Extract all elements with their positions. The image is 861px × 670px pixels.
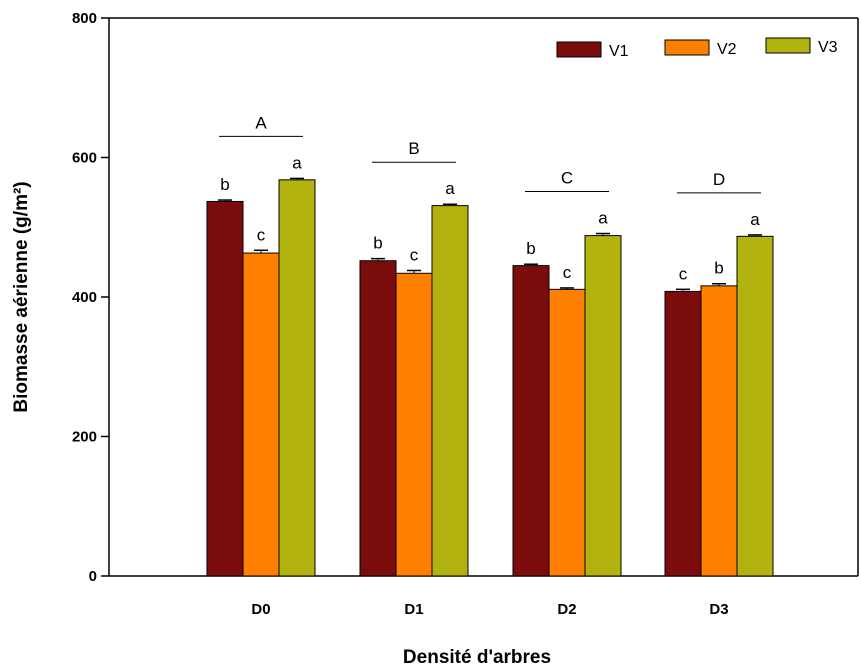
bar [431,205,469,577]
legend-swatch [556,41,602,58]
bar [395,272,433,577]
legend-label: V2 [717,41,737,58]
bar [548,288,586,577]
significance-letter: c [563,263,572,282]
bar [359,260,397,577]
significance-letter: c [679,264,688,283]
significance-letter: b [220,175,229,194]
y-tick-label: 0 [89,568,97,585]
legend-label: V1 [609,43,629,60]
legend-swatch [765,37,811,54]
legend: V1 V2 V3 [556,37,838,60]
x-tick-label: D2 [557,601,576,618]
bar [736,235,774,577]
y-tick-label: 400 [72,289,97,306]
significance-letter: a [598,209,608,228]
y-tick-label: 200 [72,429,97,446]
significance-letter: c [257,225,266,244]
bars [206,177,774,577]
significance-letter: c [410,245,419,264]
group-letter: C [561,169,573,188]
bar [584,235,622,577]
bar [242,252,280,577]
group-letter: D [713,170,725,189]
group-letter: B [408,139,419,158]
bar [664,290,702,577]
significance-letter: a [445,179,455,198]
significance-letter: b [373,234,382,253]
y-tick-label: 600 [72,150,97,167]
x-tick-label: D0 [251,601,270,618]
x-axis-title: Densité d'arbres [403,647,551,668]
annotations: b c a Ab c a Bb c a Cc b a D [219,113,761,283]
bar [700,285,738,577]
significance-letter: a [292,153,302,172]
y-tick-label: 800 [72,10,97,27]
x-tick-label: D1 [404,601,423,618]
bar [278,179,316,577]
group-letter: A [255,113,267,132]
bar [512,265,550,577]
legend-label: V3 [818,39,838,56]
significance-letter: b [714,259,723,278]
bar [206,200,244,577]
x-tick-label: D3 [709,601,728,618]
legend-swatch [664,39,710,56]
y-axis-title: Biomasse aérienne (g/m²) [11,181,32,412]
significance-letter: a [750,210,760,229]
significance-letter: b [526,239,535,258]
